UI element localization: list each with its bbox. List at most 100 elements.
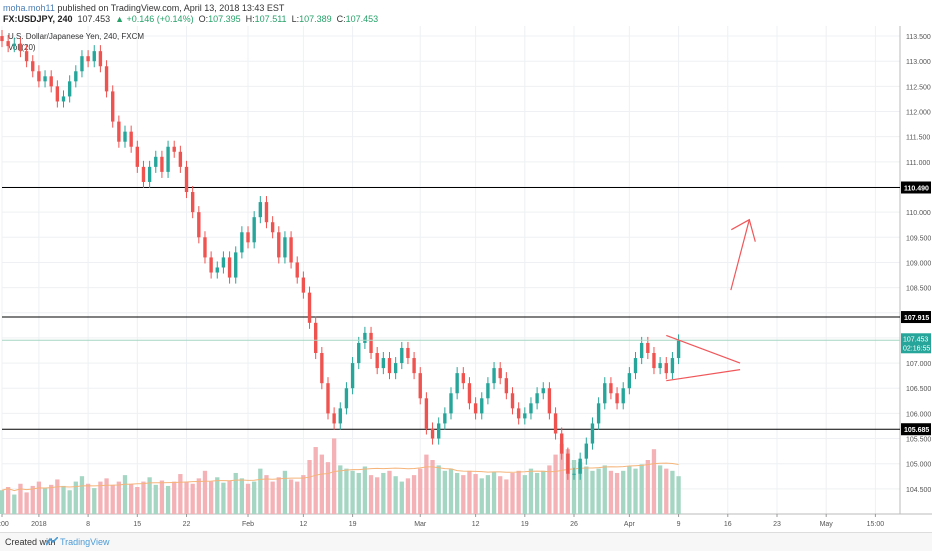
candle-body	[381, 358, 386, 369]
candle-body	[74, 71, 78, 82]
volume-bar	[184, 481, 189, 514]
candle-body	[344, 388, 349, 409]
volume-bar	[485, 475, 491, 514]
level-price-label: 107.915	[904, 315, 929, 322]
candle-body	[111, 91, 115, 122]
candle-body	[209, 257, 213, 273]
volume-bar	[196, 478, 201, 514]
candle-body	[67, 81, 72, 97]
volume-bar	[578, 462, 583, 514]
x-tick-label: 15:00	[867, 521, 885, 528]
volume-bar	[227, 480, 232, 514]
price-chart[interactable]: 113.500 113.000 112.500 112.000 111.500 111.0…	[0, 26, 932, 532]
level-price-tag	[901, 181, 931, 194]
x-tick-label: 22	[183, 521, 191, 528]
volume-bar	[110, 484, 115, 514]
candle-body	[129, 131, 133, 147]
arrow-head-icon	[731, 218, 756, 242]
volume-bar	[547, 465, 552, 514]
chart-area[interactable]: 113.500 113.000 112.500 112.000 111.500 111.0…	[0, 26, 932, 532]
volume-bar	[553, 454, 558, 514]
candle-body	[387, 358, 392, 374]
y-tick-label: 107.000	[906, 361, 931, 368]
volume-bar	[325, 462, 331, 514]
ohlc-line: FX:USDJPY, 240 107.453 ▲ +0.146 (+0.14%)…	[3, 14, 378, 25]
candle-body	[393, 363, 398, 374]
volume-bar	[307, 460, 312, 514]
volume-bar	[104, 478, 109, 514]
volume-bar	[645, 460, 650, 514]
candle-body	[566, 453, 570, 474]
candle-body	[197, 212, 201, 238]
volume-bar	[24, 492, 29, 514]
volume-bar	[559, 443, 564, 514]
candle-body	[498, 368, 502, 379]
candle-body	[437, 423, 441, 439]
volume-bar	[190, 483, 195, 514]
volume-bar	[608, 470, 614, 514]
candle-body	[135, 146, 140, 167]
volume-bar	[479, 478, 484, 514]
x-tick-label: 26	[570, 521, 578, 528]
candle-body	[221, 257, 226, 268]
volume-bar	[276, 477, 281, 514]
y-tick-label: 110.000	[906, 210, 931, 217]
candle-body	[578, 458, 582, 474]
candle-body	[400, 347, 404, 364]
candle-body	[584, 443, 589, 459]
volume-bar	[498, 476, 503, 514]
volume-bar	[565, 449, 571, 514]
arrow-shaft	[730, 219, 750, 291]
candle-body	[357, 342, 361, 364]
y-tick-label: 105.500	[906, 437, 931, 444]
volume-bar	[202, 470, 208, 514]
candle-body	[516, 408, 521, 419]
candle-body	[37, 71, 41, 82]
high-value: 107.511	[254, 14, 287, 24]
volume-bar	[153, 484, 158, 514]
volume-ma-line	[1, 462, 679, 492]
volume-bar	[208, 481, 214, 514]
candle-body	[12, 43, 16, 47]
volume-bar	[55, 479, 60, 514]
candle-body	[31, 61, 35, 72]
candle-body	[541, 388, 545, 394]
volume-bar	[147, 477, 152, 514]
volume-bar	[584, 466, 589, 514]
candle-body	[190, 192, 195, 213]
volume-bar	[676, 476, 681, 514]
y-tick-label: 113.500	[906, 34, 931, 41]
volume-bar	[356, 472, 361, 514]
tradingview-brand-link[interactable]: TradingView	[60, 537, 110, 547]
candle-body	[492, 368, 496, 384]
candle-body	[6, 41, 10, 47]
volume-bar	[627, 466, 632, 514]
candle-body	[24, 51, 29, 62]
price-change: ▲ +0.146 (+0.14%)	[115, 14, 194, 24]
low-value: 107.389	[299, 14, 332, 24]
candle-body	[270, 222, 275, 233]
candle-body	[215, 267, 219, 273]
candle-body	[658, 363, 662, 369]
candle-body	[590, 423, 595, 444]
candle-body	[443, 413, 447, 424]
author-link[interactable]: moha.moh11	[3, 3, 55, 13]
candle-body	[547, 388, 552, 414]
volume-bar	[621, 470, 626, 514]
candle-body	[313, 322, 318, 354]
candle-body	[49, 76, 53, 87]
volume-bar	[129, 483, 134, 514]
volume-bar	[5, 487, 11, 514]
y-tick-label: 111.500	[906, 135, 930, 142]
close-value: 107.453	[345, 14, 379, 24]
candle-body	[61, 96, 66, 102]
gridlines	[1, 26, 900, 514]
volume-bar	[73, 481, 78, 514]
volume-bar	[61, 485, 66, 514]
x-tick-label: Mar	[414, 521, 427, 528]
volume-bar	[85, 483, 91, 514]
volume-bar	[596, 468, 601, 514]
candle-body	[86, 56, 90, 62]
y-tick-label: 104.500	[906, 487, 931, 494]
level-price-label: 105.685	[904, 427, 929, 434]
